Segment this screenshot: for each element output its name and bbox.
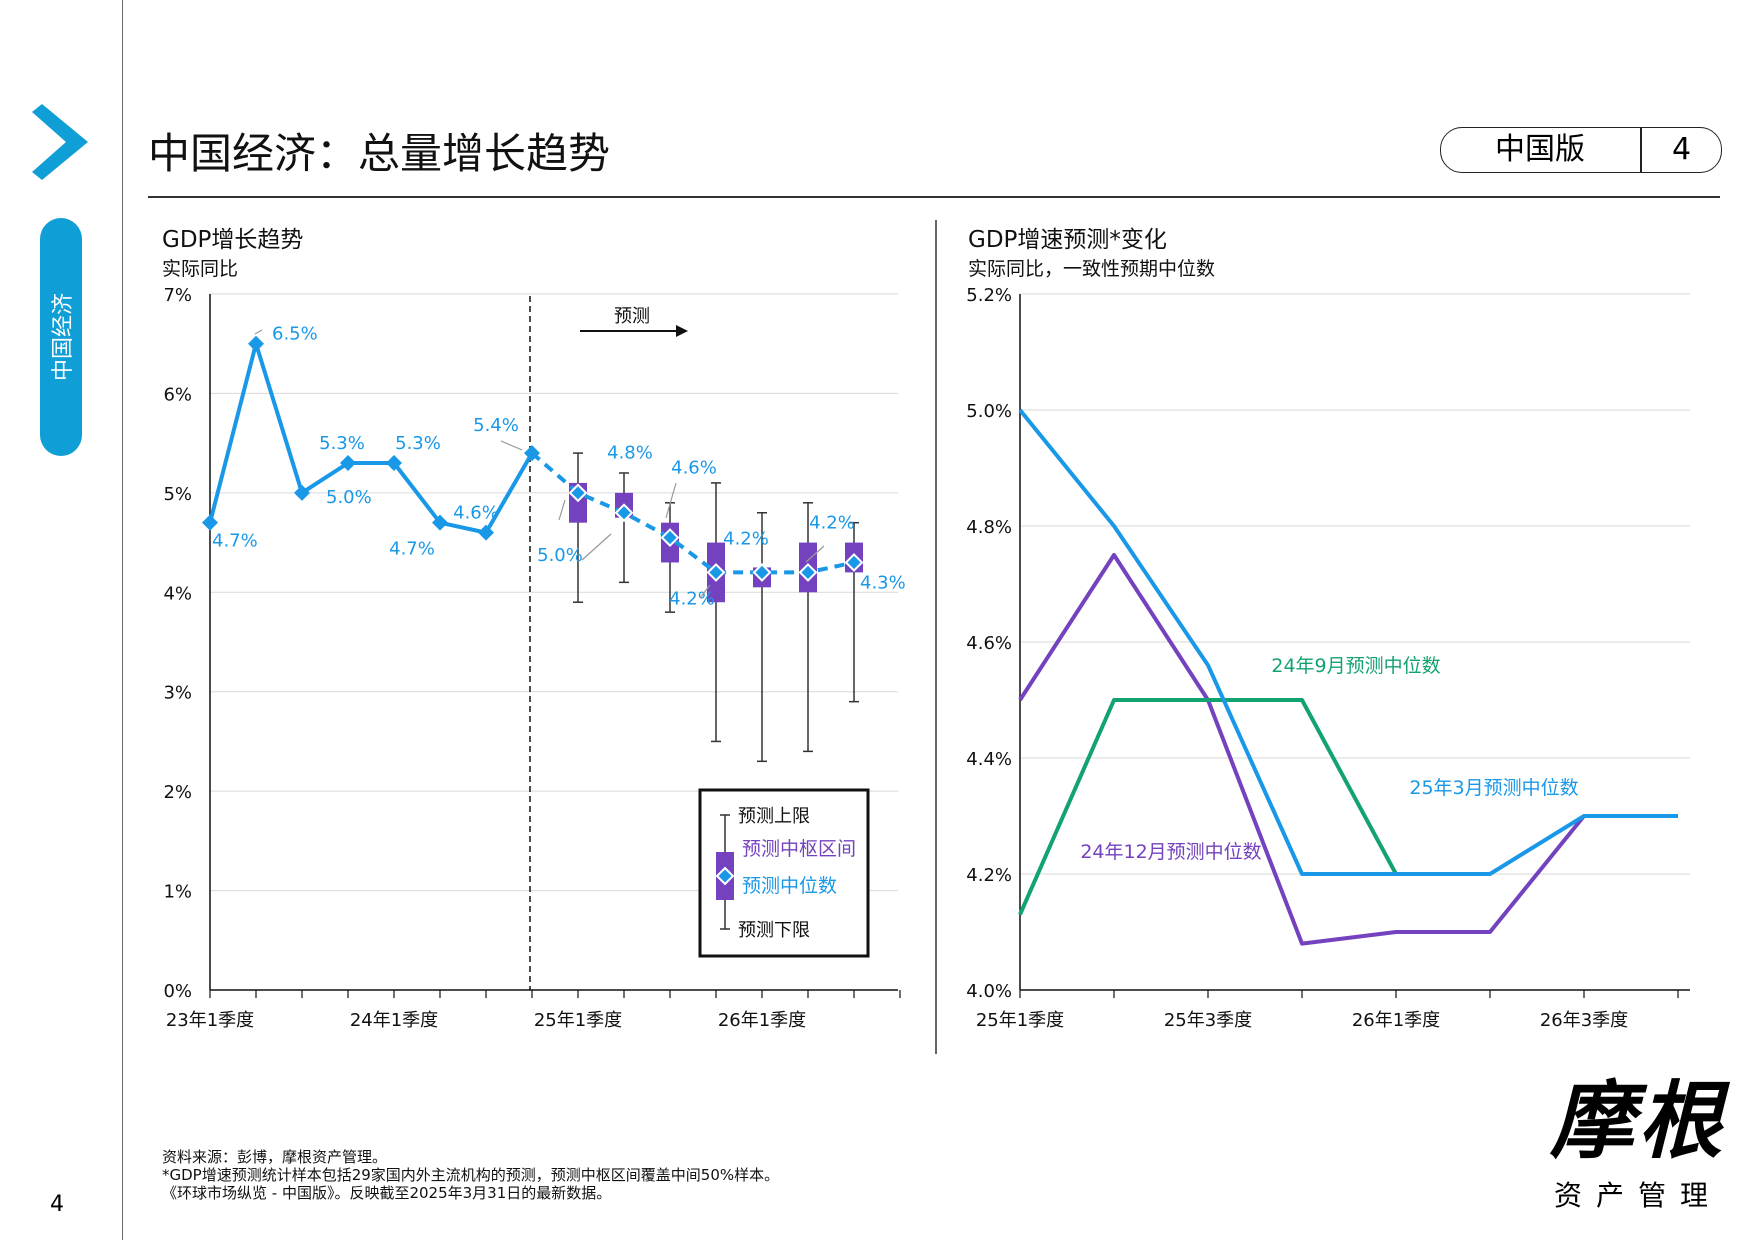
forecast-data-label: 4.2% bbox=[723, 528, 769, 549]
actual-point bbox=[432, 514, 448, 531]
edition-page-label: 4 bbox=[1671, 132, 1692, 167]
logo-subtitle: 资产管理 bbox=[1553, 1179, 1722, 1212]
page-title: 中国经济：总量增长趋势 bbox=[148, 129, 611, 178]
label-leader-line bbox=[581, 533, 612, 561]
forecast-median-point bbox=[844, 553, 864, 572]
forecast-median-point bbox=[706, 562, 726, 582]
label-leader-line bbox=[500, 440, 523, 451]
y-tick-label: 4.8% bbox=[966, 517, 1012, 538]
forecast-data-label: 4.8% bbox=[607, 443, 653, 464]
y-tick-label: 1% bbox=[163, 882, 192, 903]
actual-gdp-line bbox=[208, 341, 534, 535]
forecast-data-label: 4.3% bbox=[860, 572, 906, 593]
legend-lower-label: 预测下限 bbox=[738, 920, 810, 941]
left-chart-subtitle: 实际同比 bbox=[162, 258, 239, 280]
series-line bbox=[1018, 553, 1586, 946]
label-leader-line bbox=[254, 329, 263, 335]
actual-data-label: 4.7% bbox=[212, 531, 258, 552]
x-tick-label: 25年1季度 bbox=[976, 1010, 1064, 1031]
logo: 摩根 资产管理 bbox=[1548, 1076, 1728, 1214]
footnote-date: 《环球市场纵览 - 中国版》。反映截至2025年3月31日的最新数据。 bbox=[162, 1184, 612, 1202]
x-tick-label: 24年1季度 bbox=[350, 1010, 438, 1031]
actual-point bbox=[340, 455, 356, 472]
forecast-median-point bbox=[798, 562, 818, 582]
x-tick-label: 25年3季度 bbox=[1164, 1010, 1252, 1031]
forecast-median-point bbox=[614, 503, 634, 523]
x-tick-label: 26年1季度 bbox=[718, 1010, 806, 1031]
actual-data-label: 6.5% bbox=[272, 324, 318, 345]
legend-median-label: 预测中位数 bbox=[742, 875, 837, 897]
forecast-data-label: 4.6% bbox=[671, 458, 717, 479]
section-tab[interactable]: 中国经济 bbox=[40, 218, 82, 456]
legend-iqr-label: 预测中枢区间 bbox=[742, 838, 856, 860]
forecast-data-label: 4.2% bbox=[809, 512, 855, 533]
y-tick-label: 4.2% bbox=[966, 865, 1012, 886]
y-tick-label: 3% bbox=[163, 683, 192, 704]
chart-divider bbox=[935, 220, 937, 1054]
forecast-arrow-head bbox=[676, 325, 688, 337]
forecast-median-point bbox=[568, 483, 588, 503]
label-leader-line bbox=[558, 499, 566, 521]
left-chart-title: GDP增长趋势 bbox=[162, 227, 304, 253]
sidebar-divider bbox=[122, 0, 123, 1240]
header-rule bbox=[148, 196, 1720, 198]
x-tick-label: 26年1季度 bbox=[1352, 1010, 1440, 1031]
y-tick-label: 2% bbox=[163, 782, 192, 803]
series-label: 24年12月预测中位数 bbox=[1080, 841, 1261, 863]
actual-data-label: 5.3% bbox=[319, 433, 365, 454]
footnotes: 资料来源：彭博，摩根资产管理。 *GDP增速预测统计样本包括29家国内外主流机构… bbox=[162, 1148, 779, 1202]
y-tick-label: 5% bbox=[163, 484, 192, 505]
label-leader-line bbox=[699, 584, 711, 599]
x-tick-label: 23年1季度 bbox=[166, 1010, 254, 1031]
y-tick-label: 5.2% bbox=[966, 285, 1012, 306]
y-tick-label: 7% bbox=[163, 285, 192, 306]
label-leader-line bbox=[665, 482, 677, 519]
y-tick-label: 4.0% bbox=[966, 981, 1012, 1002]
forecast-median-point bbox=[660, 528, 680, 548]
actual-data-label: 4.7% bbox=[389, 539, 435, 560]
gdp-forecast-change-chart: 4.0% 4.2% 4.4% 4.6% 4.8% 5.0% 5.2% 25年1季度 25年3季度… bbox=[966, 285, 1690, 1031]
label-leader-line bbox=[805, 545, 825, 563]
actual-data-label: 5.3% bbox=[395, 433, 441, 454]
actual-point bbox=[202, 514, 218, 531]
page-number: 4 bbox=[50, 1192, 64, 1217]
actual-data-label: 5.4% bbox=[473, 415, 519, 436]
legend-median-swatch bbox=[715, 866, 735, 886]
forecast-label: 预测 bbox=[614, 306, 650, 327]
actual-data-label: 5.0% bbox=[326, 487, 372, 508]
forecast-median-point bbox=[752, 562, 772, 582]
edition-badge: 中国版 4 bbox=[1440, 127, 1722, 173]
y-tick-label: 4.4% bbox=[966, 749, 1012, 770]
forecast-data-label: 5.0% bbox=[537, 545, 583, 566]
logo-mark: 摩根 bbox=[1549, 1071, 1726, 1170]
y-tick-label: 4.6% bbox=[966, 633, 1012, 654]
series-label: 24年9月预测中位数 bbox=[1271, 655, 1440, 677]
chevron-right-icon bbox=[32, 104, 88, 180]
forecast-data-label: 4.2% bbox=[669, 588, 715, 609]
y-tick-label: 5.0% bbox=[966, 401, 1012, 422]
footnote-method: *GDP增速预测统计样本包括29家国内外主流机构的预测，预测中枢区间覆盖中间50… bbox=[162, 1166, 780, 1184]
actual-point bbox=[386, 455, 402, 472]
edition-label: 中国版 bbox=[1495, 132, 1585, 167]
series-line bbox=[1018, 698, 1398, 916]
legend-upper-label: 预测上限 bbox=[738, 806, 810, 827]
actual-point bbox=[478, 524, 494, 541]
edition-divider bbox=[1640, 128, 1642, 172]
y-tick-label: 4% bbox=[163, 583, 192, 604]
series-line bbox=[1018, 408, 1678, 876]
actual-point bbox=[294, 484, 310, 501]
x-tick-label: 26年3季度 bbox=[1540, 1010, 1628, 1031]
y-tick-label: 6% bbox=[163, 384, 192, 405]
x-tick-label: 25年1季度 bbox=[534, 1010, 622, 1031]
right-chart-subtitle: 实际同比，一致性预期中位数 bbox=[968, 258, 1216, 280]
forecast-median-line bbox=[530, 451, 855, 575]
footnote-source: 资料来源：彭博，摩根资产管理。 bbox=[162, 1148, 388, 1166]
actual-point bbox=[524, 445, 540, 462]
actual-point bbox=[248, 335, 264, 352]
series-label: 25年3月预测中位数 bbox=[1409, 777, 1578, 799]
y-tick-label: 0% bbox=[163, 981, 192, 1002]
right-chart-title: GDP增速预测*变化 bbox=[968, 227, 1167, 253]
gdp-trend-chart: 0% 1% 2% 3% 4% 5% 6% 7% 23年1季度 24年1季度 25年1季度 26年1季度… bbox=[163, 285, 906, 1031]
actual-data-label: 4.6% bbox=[453, 503, 499, 524]
